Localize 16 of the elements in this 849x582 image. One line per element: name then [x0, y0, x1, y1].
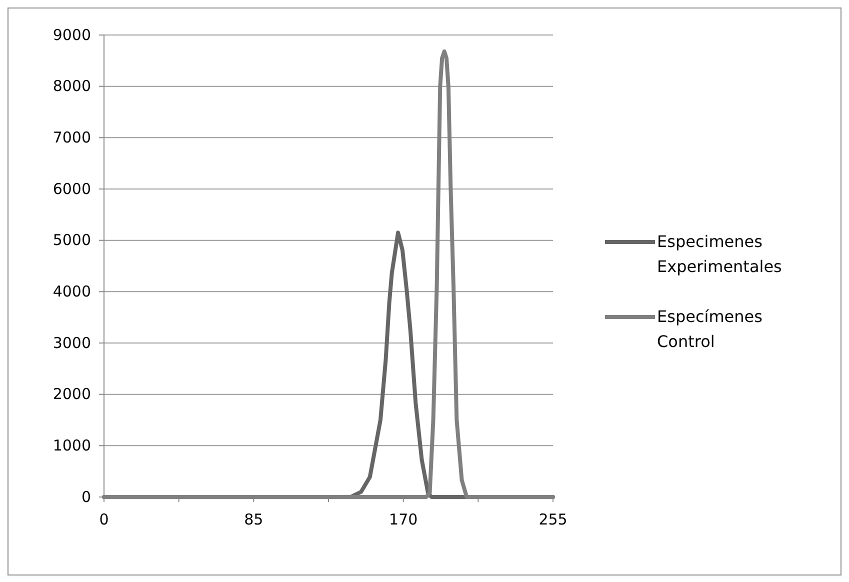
y-tick-label: 0 — [81, 488, 91, 506]
legend-label: Especímenes Control — [657, 307, 762, 351]
x-tick-label: 255 — [538, 510, 568, 529]
x-tick-label: 85 — [244, 510, 264, 529]
y-tick-label: 1000 — [52, 436, 91, 454]
y-tick-label: 9000 — [52, 26, 91, 44]
x-tick-label: 0 — [99, 510, 109, 529]
legend-label: Especimenes Experimentales — [657, 232, 782, 276]
y-tick-label: 6000 — [52, 180, 91, 198]
y-tick-label: 5000 — [52, 231, 91, 250]
y-tick-label: 3000 — [52, 334, 91, 352]
y-tick-label: 4000 — [52, 282, 91, 300]
y-tick-label: 2000 — [52, 385, 91, 404]
y-tick-label: 7000 — [52, 128, 91, 146]
y-tick-label: 8000 — [52, 77, 91, 96]
x-tick-label: 170 — [389, 510, 418, 529]
